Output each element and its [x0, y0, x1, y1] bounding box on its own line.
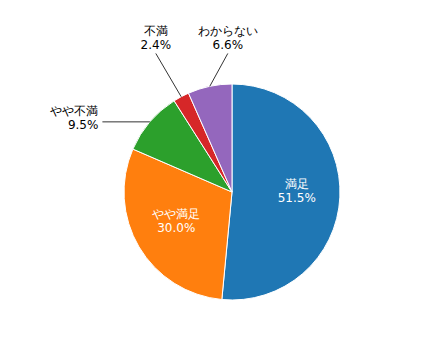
label-name: 不満	[144, 24, 168, 38]
label-name: やや不満	[50, 104, 98, 118]
labels: 満足51.5% やや満足30.0% 不満2.4% わからない6.6% やや不満9.5%	[50, 24, 315, 235]
leader-line	[156, 53, 181, 96]
label-name: 満足	[285, 177, 309, 191]
leader-line	[102, 121, 149, 122]
label-value: 51.5%	[278, 191, 316, 205]
label-value: 9.5%	[68, 118, 99, 132]
slices	[124, 84, 340, 300]
label-value: 30.0%	[157, 221, 195, 235]
slice	[188, 84, 232, 192]
pie: 満足51.5% やや満足30.0% 不満2.4% わからない6.6% やや不満9.5%	[50, 24, 340, 300]
slice	[222, 84, 340, 300]
label-value: 2.4%	[141, 38, 172, 52]
label-name: わからない	[198, 24, 258, 38]
label-name: やや満足	[152, 207, 200, 221]
label-value: 6.6%	[213, 38, 244, 52]
leader-line	[210, 53, 228, 86]
chart: 満足51.5% やや満足30.0% 不満2.4% わからない6.6% やや不満9.5%	[0, 0, 423, 350]
